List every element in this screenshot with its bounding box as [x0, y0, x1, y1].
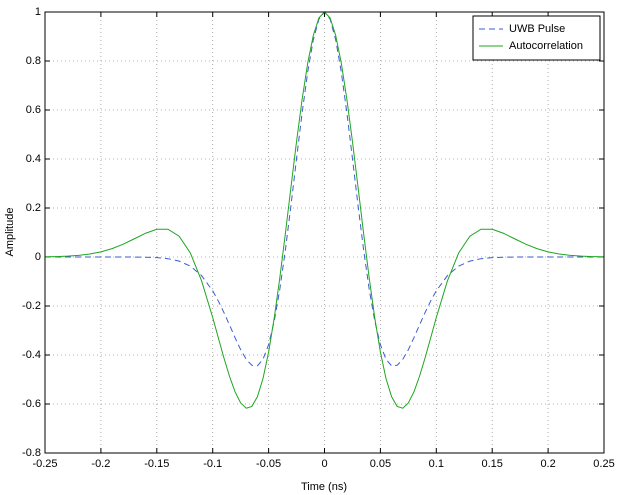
- y-tick-label: 1: [35, 6, 41, 18]
- y-tick-label: -0.8: [22, 447, 41, 459]
- x-tick-label: 0.1: [429, 458, 444, 470]
- legend-label: UWB Pulse: [509, 23, 565, 35]
- x-tick-label: -0.2: [91, 458, 110, 470]
- plot-frame: [44, 11, 605, 454]
- x-tick-label: -0.15: [144, 458, 169, 470]
- x-tick-label: 0.25: [593, 458, 614, 470]
- x-tick-label: 0: [321, 458, 327, 470]
- x-tick-label: -0.25: [32, 458, 57, 470]
- legend-label: Autocorrelation: [509, 40, 583, 52]
- y-tick-label: 0: [35, 251, 41, 263]
- x-axis-label: Time (ns): [301, 481, 347, 493]
- y-tick-label: -0.6: [22, 398, 41, 410]
- x-tick-label: 0.2: [540, 458, 555, 470]
- y-tick-label: -0.4: [22, 349, 41, 361]
- y-tick-label: 0.4: [26, 153, 41, 165]
- x-tick-label: -0.05: [256, 458, 281, 470]
- x-tick-label: -0.1: [203, 458, 222, 470]
- legend-box: [472, 15, 601, 61]
- x-tick-label: 0.15: [481, 458, 502, 470]
- y-axis-label: Amplitude: [4, 208, 16, 257]
- x-tick-label: 0.05: [370, 458, 391, 470]
- y-tick-label: 0.2: [26, 202, 41, 214]
- y-tick-label: 0.8: [26, 55, 41, 67]
- y-tick-label: 0.6: [26, 104, 41, 116]
- y-tick-label: -0.2: [22, 300, 41, 312]
